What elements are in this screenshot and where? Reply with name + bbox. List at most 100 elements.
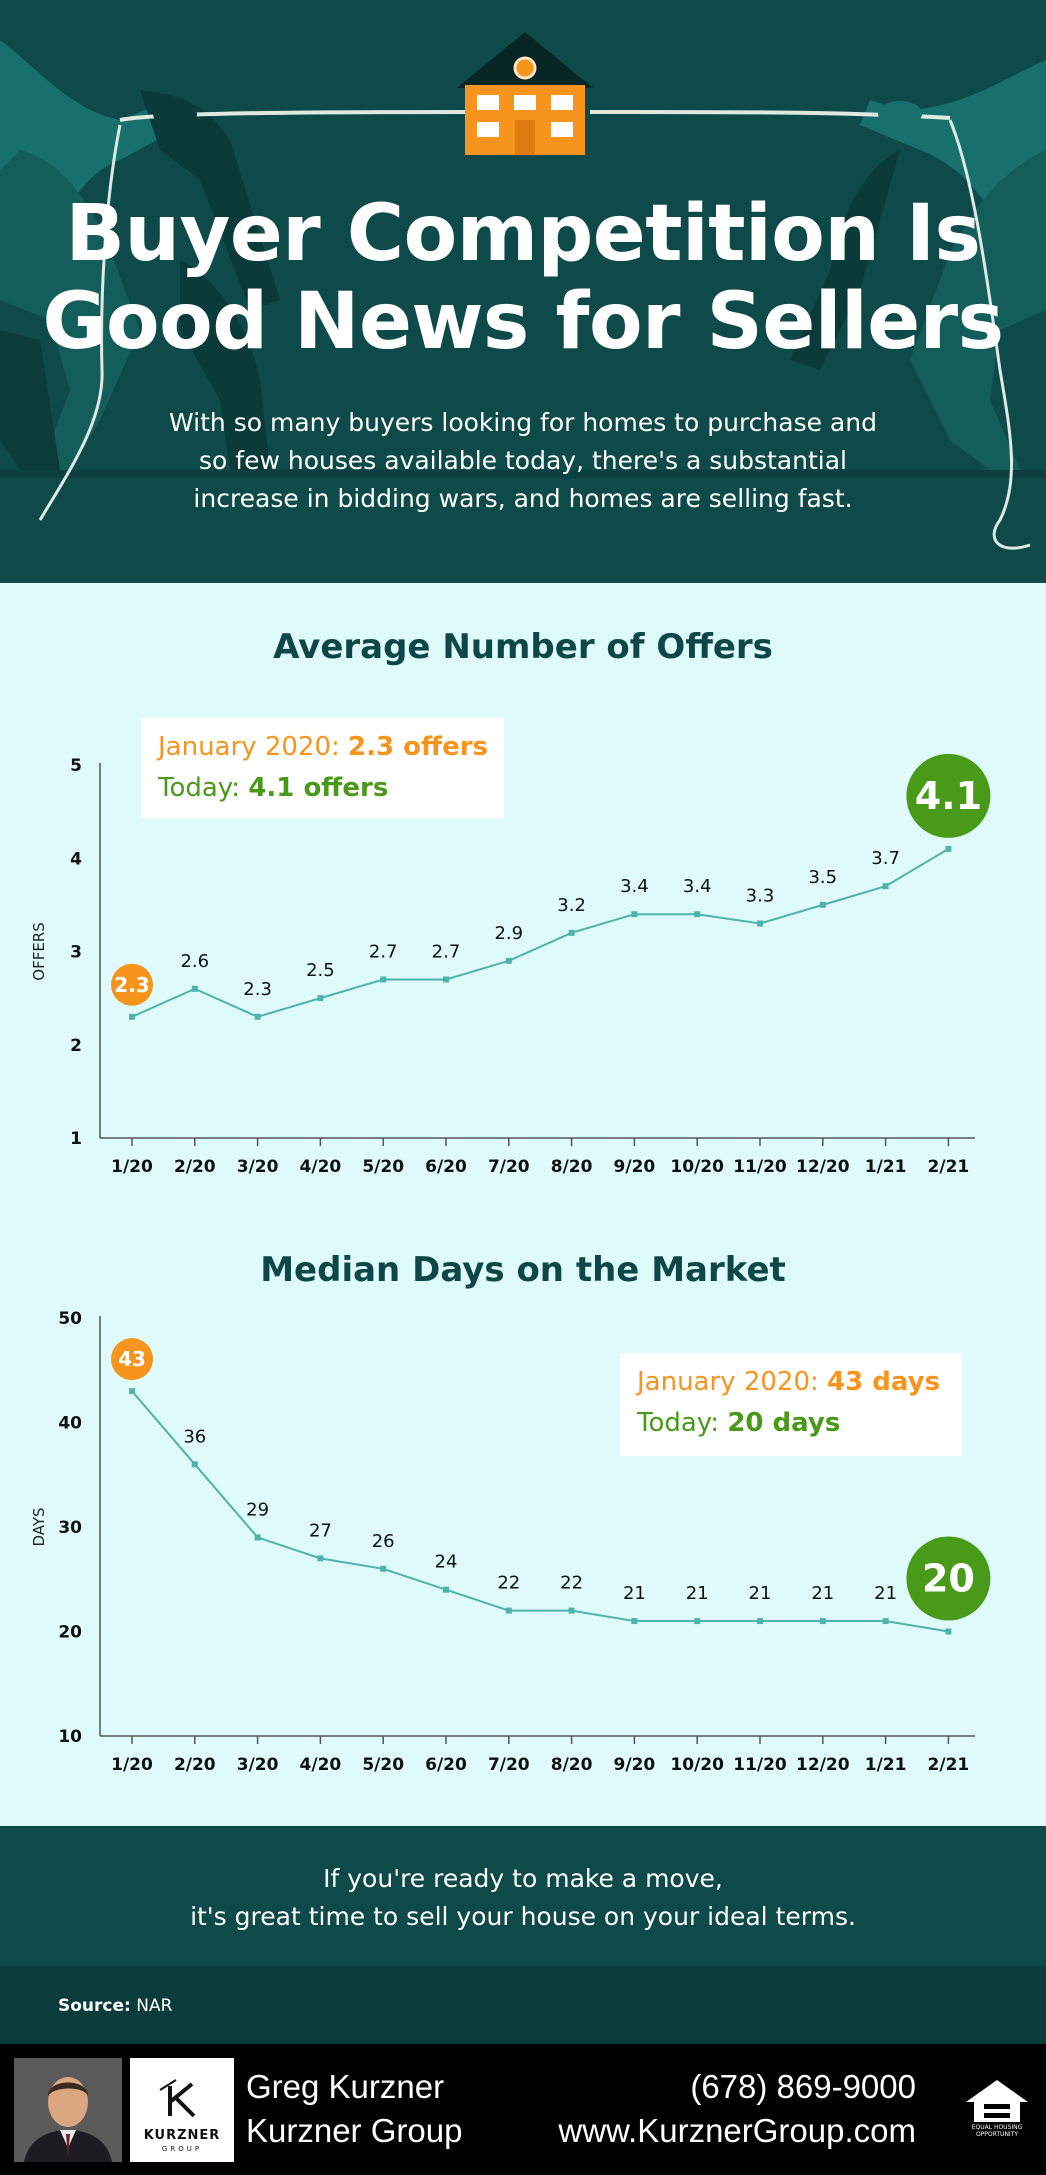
equal-housing-text: EQUAL HOUSING OPPORTUNITY — [960, 2124, 1034, 2138]
x-tick-label: 1/21 — [865, 1755, 907, 1775]
data-label: 26 — [372, 1531, 395, 1552]
days-chart-title: Median Days on the Market — [260, 1250, 786, 1290]
equal-housing-icon — [966, 2080, 1028, 2122]
y-tick-label: 1 — [70, 1129, 82, 1149]
data-label: 2.6 — [180, 951, 209, 972]
data-label: 2.7 — [369, 941, 398, 962]
x-tick-label: 6/20 — [425, 1157, 467, 1177]
agent-footer: KURZNER GROUP Greg Kurzner Kurzner Group… — [0, 2044, 1046, 2175]
first-value-label: 2.3 — [114, 973, 149, 997]
data-point — [505, 957, 512, 964]
callout-first-line: January 2020: 2.3 offers — [156, 732, 488, 762]
series-line — [131, 848, 949, 1018]
x-tick-label: 12/20 — [796, 1157, 850, 1177]
data-point — [631, 911, 638, 918]
callout-last-value: 20 days — [727, 1408, 840, 1438]
data-label: 21 — [749, 1583, 772, 1604]
callout-box — [141, 718, 504, 818]
data-point — [317, 1555, 324, 1562]
x-tick-label: 1/21 — [865, 1157, 907, 1177]
y-tick-label: 3 — [70, 943, 82, 963]
data-label: 22 — [560, 1573, 583, 1594]
logo-subtext: GROUP — [161, 2145, 203, 2153]
x-tick-label: 7/20 — [488, 1157, 530, 1177]
data-point — [254, 1534, 261, 1541]
equal-housing-line-1: EQUAL HOUSING — [971, 2124, 1023, 2131]
x-tick-label: 11/20 — [733, 1157, 787, 1177]
data-point — [757, 920, 763, 927]
data-point — [694, 911, 701, 918]
last-value-label: 4.1 — [915, 774, 982, 818]
x-tick-label: 12/20 — [796, 1755, 850, 1775]
callout-first-line: January 2020: 43 days — [635, 1367, 940, 1397]
y-tick-label: 5 — [70, 756, 82, 776]
x-tick-label: 8/20 — [551, 1755, 593, 1775]
data-point — [254, 1013, 261, 1020]
data-label: 2.7 — [432, 941, 461, 962]
y-tick-label: 2 — [70, 1036, 82, 1056]
callout-first-prefix: January 2020: — [635, 1367, 827, 1397]
x-tick-label: 3/20 — [237, 1157, 279, 1177]
website-link[interactable]: www.KurznerGroup.com — [558, 2112, 916, 2149]
callout-first-value: 43 days — [827, 1367, 940, 1397]
callout-box — [620, 1353, 962, 1456]
kurzner-k-icon — [159, 2079, 196, 2118]
data-label: 3.2 — [557, 895, 586, 916]
agent-photo — [14, 2058, 122, 2162]
x-tick-label: 2/20 — [174, 1755, 216, 1775]
data-label: 3.4 — [620, 876, 649, 897]
page-title: Buyer Competition Is Good News for Selle… — [0, 190, 1046, 366]
data-point — [129, 1013, 135, 1020]
data-point — [945, 845, 952, 852]
y-tick-label: 4 — [70, 849, 82, 869]
logo-wordmark: KURZNER — [143, 2128, 221, 2143]
last-value-badge — [906, 1536, 991, 1621]
hero-illustration — [0, 40, 1046, 550]
y-tick-label: 40 — [58, 1414, 82, 1434]
data-point — [443, 1586, 449, 1593]
callout-last-prefix: Today: — [157, 773, 248, 803]
subtitle-line-1: With so many buyers looking for homes to… — [169, 408, 877, 437]
data-label: 21 — [686, 1583, 709, 1604]
data-point — [694, 1618, 701, 1625]
data-label: 2.3 — [243, 979, 272, 1000]
data-point — [882, 883, 889, 890]
data-label: 21 — [874, 1583, 897, 1604]
x-tick-label: 5/20 — [362, 1157, 404, 1177]
data-label: 22 — [497, 1573, 520, 1594]
data-label: 3.4 — [683, 876, 712, 897]
title-line-2: Good News for Sellers — [42, 277, 1005, 367]
x-tick-label: 1/20 — [111, 1157, 153, 1177]
source-value: NAR — [136, 1996, 173, 2016]
x-tick-label: 5/20 — [362, 1755, 404, 1775]
x-tick-label: 4/20 — [300, 1157, 342, 1177]
x-tick-label: 9/20 — [614, 1755, 656, 1775]
x-tick-label: 9/20 — [614, 1157, 656, 1177]
y-tick-label: 30 — [58, 1518, 82, 1538]
data-label: 27 — [309, 1520, 332, 1541]
data-label: 3.3 — [746, 886, 775, 907]
x-tick-label: 4/20 — [300, 1755, 342, 1775]
phone-link[interactable]: (678) 869-9000 — [690, 2068, 916, 2105]
y-axis-label: OFFERS — [30, 922, 48, 980]
company-logo: KURZNER GROUP — [130, 2058, 234, 2162]
agent-name: Greg Kurzner — [246, 2068, 445, 2105]
equal-housing-line-2: OPPORTUNITY — [975, 2131, 1019, 2138]
data-label: 21 — [623, 1583, 646, 1604]
data-point — [819, 901, 826, 908]
callout-last-line: Today: 20 days — [636, 1408, 840, 1438]
x-tick-label: 7/20 — [488, 1755, 530, 1775]
data-label: 2.9 — [494, 923, 523, 944]
x-tick-label: 8/20 — [551, 1157, 593, 1177]
callout-last-line: Today: 4.1 offers — [157, 773, 388, 803]
company-name: Kurzner Group — [246, 2112, 463, 2149]
offers-chart: OFFERS 1 2 3 4 5 1/20 2/20 3/20 4/20 5/20 6/20 7/20 8… — [30, 718, 991, 1177]
y-tick-label: 10 — [58, 1727, 82, 1747]
cta-line-1: If you're ready to make a move, — [323, 1864, 723, 1893]
data-point — [757, 1618, 763, 1625]
data-point — [505, 1607, 512, 1614]
data-point — [380, 1565, 387, 1572]
offers-chart-title: Average Number of Offers — [273, 627, 773, 667]
data-point — [568, 929, 575, 936]
page-subtitle: With so many buyers looking for homes to… — [150, 404, 896, 518]
